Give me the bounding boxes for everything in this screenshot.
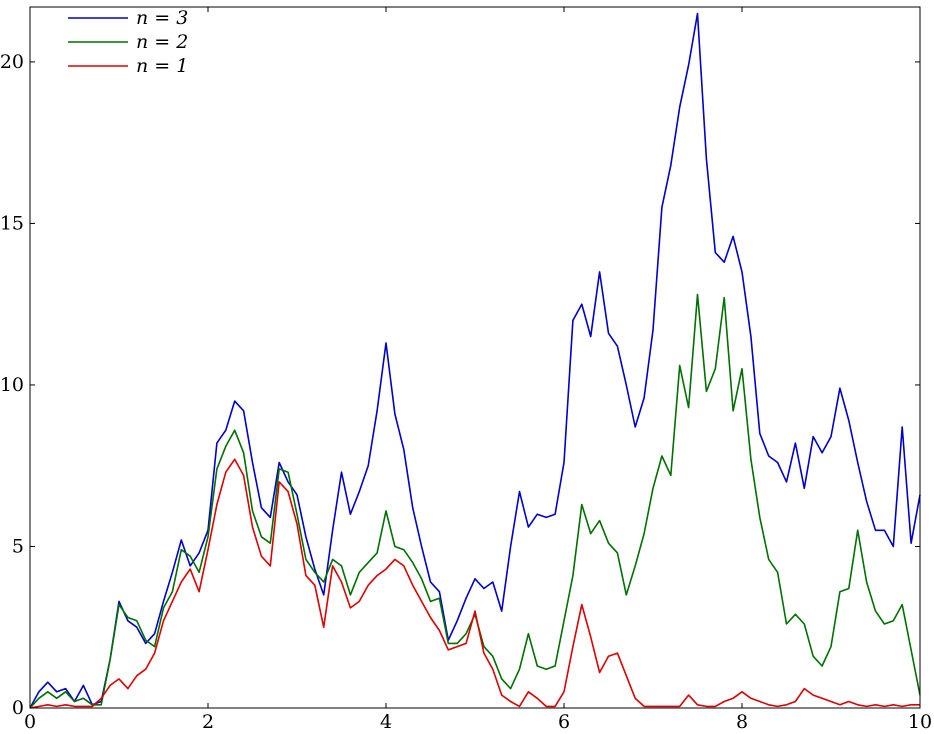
- x-tick-label: 10: [908, 711, 932, 733]
- legend-label: n = 3: [136, 7, 188, 29]
- x-tick-label: 6: [558, 711, 570, 733]
- x-tick-label: 0: [24, 711, 36, 733]
- series-lines: [29, 12, 921, 709]
- legend: n = 3n = 2n = 1: [68, 7, 188, 77]
- x-tick-label: 4: [380, 711, 392, 733]
- series-line-2: [29, 458, 920, 709]
- legend-label: n = 2: [136, 31, 188, 53]
- y-tick-label: 20: [0, 51, 24, 73]
- x-tick-label: 2: [202, 711, 214, 733]
- axes: 0 2 4 6 8 10 0 5 10 15 20: [0, 7, 932, 733]
- y-tick-label: 10: [0, 374, 24, 396]
- plot-frame: [29, 6, 921, 709]
- series-line-0: [29, 12, 921, 709]
- y-tick-label: 15: [0, 212, 24, 234]
- y-tick-label: 5: [12, 535, 24, 557]
- x-tick-label: 8: [736, 711, 748, 733]
- legend-label: n = 1: [136, 55, 188, 77]
- series-line-1: [29, 293, 921, 709]
- y-tick-label: 0: [12, 697, 24, 719]
